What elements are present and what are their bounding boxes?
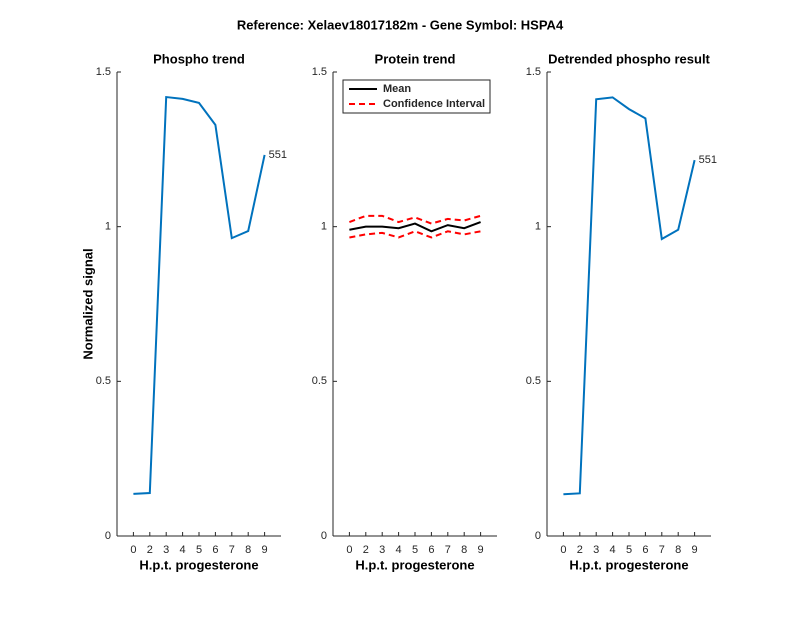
subplot-title: Detrended phospho result <box>548 51 710 66</box>
y-tick-label: 1 <box>321 221 327 233</box>
x-tick-label: 2 <box>363 544 369 556</box>
x-tick-label: 6 <box>428 544 434 556</box>
x-tick-label: 9 <box>262 544 268 556</box>
series-line <box>349 230 481 239</box>
y-tick-label: 0 <box>535 530 541 542</box>
x-axis-label: H.p.t. progesterone <box>139 557 258 572</box>
x-tick-label: 0 <box>560 544 566 556</box>
legend-label: Mean <box>383 83 411 95</box>
y-tick-label: 1.5 <box>312 66 327 78</box>
x-tick-label: 5 <box>196 544 202 556</box>
subplot-title: Phospho trend <box>153 51 245 66</box>
x-tick-label: 9 <box>692 544 698 556</box>
y-tick-label: 1 <box>105 221 111 233</box>
x-tick-label: 9 <box>478 544 484 556</box>
annotation: 551 <box>269 149 287 161</box>
series-line <box>349 221 481 233</box>
x-tick-label: 7 <box>229 544 235 556</box>
x-tick-label: 3 <box>163 544 169 556</box>
subplot-title: Protein trend <box>375 51 456 66</box>
x-tick-label: 7 <box>659 544 665 556</box>
x-tick-label: 0 <box>346 544 352 556</box>
x-tick-label: 3 <box>379 544 385 556</box>
y-tick-label: 1 <box>535 221 541 233</box>
x-tick-label: 8 <box>675 544 681 556</box>
x-axis-label: H.p.t. progesterone <box>355 557 474 572</box>
y-tick-label: 0 <box>105 530 111 542</box>
x-tick-label: 5 <box>626 544 632 556</box>
x-tick-label: 6 <box>642 544 648 556</box>
x-tick-label: 5 <box>412 544 418 556</box>
x-tick-label: 4 <box>180 544 186 556</box>
y-tick-label: 0 <box>321 530 327 542</box>
x-tick-label: 3 <box>593 544 599 556</box>
series-line <box>133 95 266 495</box>
y-tick-label: 1.5 <box>96 66 111 78</box>
x-tick-label: 8 <box>245 544 251 556</box>
y-tick-label: 0.5 <box>96 375 111 387</box>
x-tick-label: 2 <box>577 544 583 556</box>
x-tick-label: 0 <box>130 544 136 556</box>
figure-title: Reference: Xelaev18017182m - Gene Symbol… <box>237 17 564 32</box>
x-tick-label: 4 <box>610 544 616 556</box>
legend-box <box>342 79 491 114</box>
legend-label: Confidence Interval <box>383 98 485 110</box>
x-tick-label: 2 <box>147 544 153 556</box>
x-tick-label: 4 <box>396 544 402 556</box>
y-tick-label: 1.5 <box>526 66 541 78</box>
x-tick-label: 8 <box>461 544 467 556</box>
y-axis-label: Normalized signal <box>80 248 95 359</box>
annotation: 551 <box>699 154 717 166</box>
x-tick-label: 7 <box>445 544 451 556</box>
series-line <box>563 96 696 496</box>
y-tick-label: 0.5 <box>526 375 541 387</box>
x-tick-label: 6 <box>212 544 218 556</box>
y-tick-label: 0.5 <box>312 375 327 387</box>
x-axis-label: H.p.t. progesterone <box>569 557 688 572</box>
series-line <box>349 214 481 225</box>
